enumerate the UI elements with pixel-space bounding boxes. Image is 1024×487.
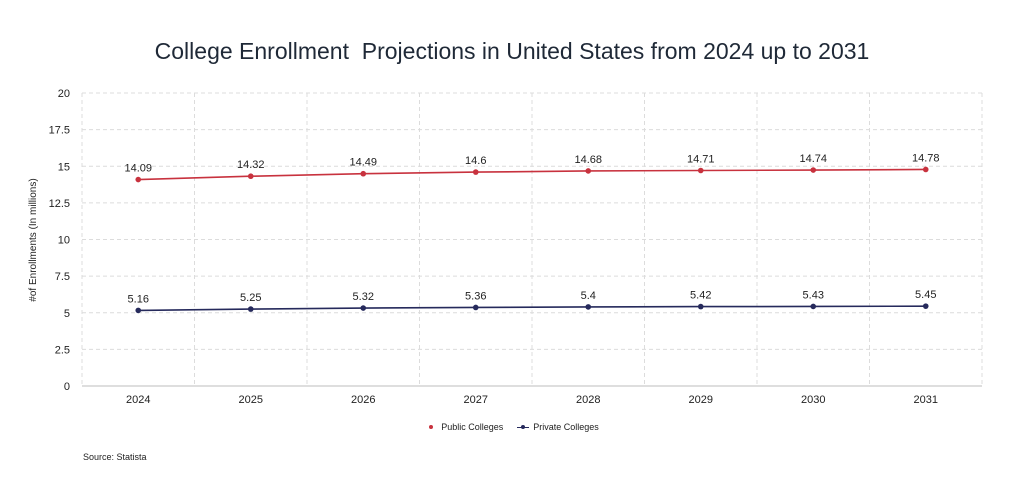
legend-swatch-icon bbox=[517, 423, 530, 431]
data-point bbox=[247, 173, 254, 180]
y-axis-title: #of Enrollments (In millions) bbox=[28, 178, 39, 301]
data-point bbox=[472, 304, 479, 311]
y-tick-label: 15 bbox=[58, 161, 70, 173]
y-tick-label: 2.5 bbox=[55, 344, 70, 356]
data-label: 5.25 bbox=[240, 292, 261, 304]
data-label: 5.43 bbox=[803, 289, 824, 301]
data-point bbox=[922, 303, 929, 309]
data-label: 14.6 bbox=[465, 155, 486, 167]
data-point bbox=[697, 167, 704, 174]
chart-title: College Enrollment Projections in United… bbox=[154, 38, 870, 64]
legend-item: Public Colleges bbox=[425, 422, 503, 432]
data-point bbox=[585, 168, 592, 174]
data-label: 5.16 bbox=[128, 293, 149, 305]
series-layer bbox=[135, 166, 929, 314]
data-label: 5.42 bbox=[690, 290, 711, 302]
y-tick-label: 12.5 bbox=[49, 198, 70, 210]
data-label: 14.32 bbox=[237, 159, 265, 171]
y-tick-label: 20 bbox=[58, 88, 70, 100]
x-tick-label: 2027 bbox=[464, 394, 488, 406]
y-tick-label: 17.5 bbox=[49, 125, 70, 137]
grid-layer bbox=[81, 92, 983, 386]
data-point bbox=[360, 170, 367, 177]
data-point bbox=[135, 307, 142, 314]
x-tick-label: 2030 bbox=[801, 394, 825, 406]
y-tick-label: 7.5 bbox=[55, 271, 70, 283]
y-tick-label: 0 bbox=[64, 381, 70, 393]
data-label: 14.68 bbox=[574, 154, 602, 166]
legend-label: Private Colleges bbox=[533, 422, 599, 432]
data-point bbox=[247, 306, 254, 312]
legend-swatch-icon bbox=[425, 423, 437, 431]
y-tick-label: 10 bbox=[58, 235, 70, 247]
data-point bbox=[135, 176, 142, 183]
data-point bbox=[585, 304, 592, 310]
legend-item: Private Colleges bbox=[517, 422, 599, 432]
data-point bbox=[810, 167, 817, 173]
x-tick-label: 2028 bbox=[576, 394, 600, 406]
data-point bbox=[360, 305, 367, 311]
x-tick-label: 2026 bbox=[351, 394, 375, 406]
data-label: 14.49 bbox=[349, 157, 377, 169]
data-label-layer: 14.09 14.32 14.49 14.6 14.68 14.71 14.74 14.78 5… bbox=[124, 152, 939, 305]
source-note: Source: Statista bbox=[83, 452, 147, 462]
data-label: 5.45 bbox=[915, 289, 936, 301]
x-tick-label: 2031 bbox=[914, 394, 938, 406]
x-tick-label: 2025 bbox=[239, 394, 263, 406]
series-line bbox=[138, 305, 926, 312]
data-label: 14.74 bbox=[799, 153, 827, 165]
x-tick-label: 2029 bbox=[689, 394, 713, 406]
data-label: 14.09 bbox=[124, 163, 152, 175]
data-label: 5.32 bbox=[353, 291, 374, 303]
data-label: 14.78 bbox=[912, 152, 940, 164]
data-label: 14.71 bbox=[687, 153, 715, 165]
legend: Public Colleges Private Colleges bbox=[0, 422, 1024, 432]
data-point bbox=[922, 166, 929, 173]
data-point bbox=[697, 303, 704, 310]
legend-label: Public Colleges bbox=[441, 422, 504, 432]
y-tick-label: 5 bbox=[64, 308, 70, 320]
data-label: 5.4 bbox=[581, 290, 596, 302]
data-point bbox=[472, 169, 479, 175]
axis-layer: 0 2.5 5 7.5 10 12.5 15 17.5 20 2024 2025 2026 2027 20… bbox=[49, 88, 982, 406]
x-tick-label: 2024 bbox=[126, 394, 150, 406]
data-label: 5.36 bbox=[465, 290, 486, 302]
series-line bbox=[138, 168, 926, 181]
data-point bbox=[810, 303, 817, 310]
